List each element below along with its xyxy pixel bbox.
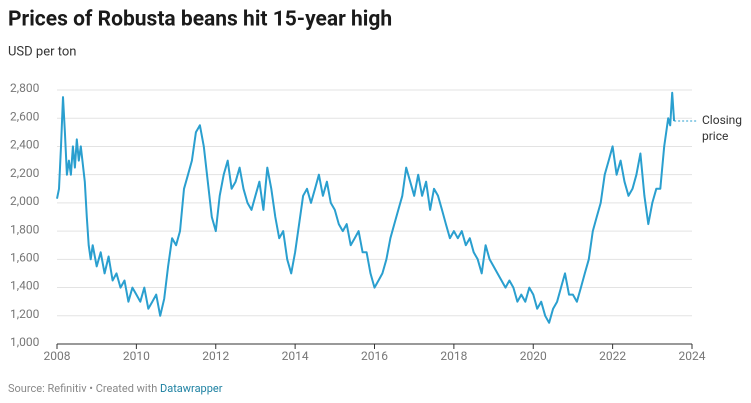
- x-tick-label: 2022: [599, 349, 626, 363]
- annotation: Closing: [702, 113, 742, 127]
- y-tick-label: 1,000: [10, 335, 40, 349]
- source: Source: Refinitiv • Created with Datawra…: [8, 382, 223, 395]
- y-tick-label: 1,200: [10, 307, 40, 321]
- source-link[interactable]: Datawrapper: [160, 382, 223, 395]
- source-text: Source: Refinitiv • Created with: [8, 382, 160, 395]
- x-tick-label: 2012: [202, 349, 229, 363]
- chart-title: Prices of Robusta beans hit 15-year high: [8, 8, 392, 32]
- y-tick-label: 1,400: [10, 279, 40, 293]
- x-tick-label: 2010: [123, 349, 150, 363]
- chart-subtitle: USD per ton: [8, 44, 76, 59]
- x-tick-label: 2018: [440, 349, 467, 363]
- y-tick-label: 2,800: [10, 81, 40, 95]
- x-tick-label: 2008: [44, 349, 71, 363]
- y-tick-label: 2,600: [10, 109, 40, 123]
- y-tick-label: 2,000: [10, 194, 40, 208]
- x-tick-label: 2024: [679, 349, 706, 363]
- line: [56, 91, 676, 324]
- y-tick-label: 1,800: [10, 222, 40, 236]
- y-tick-label: 2,200: [10, 166, 40, 180]
- y-tick-label: 2,400: [10, 138, 40, 152]
- x-tick-label: 2020: [520, 349, 547, 363]
- annotation: price: [702, 129, 728, 143]
- x-tick-label: 2014: [282, 349, 309, 363]
- y-tick-label: 1,600: [10, 251, 40, 265]
- x-tick-label: 2016: [361, 349, 388, 363]
